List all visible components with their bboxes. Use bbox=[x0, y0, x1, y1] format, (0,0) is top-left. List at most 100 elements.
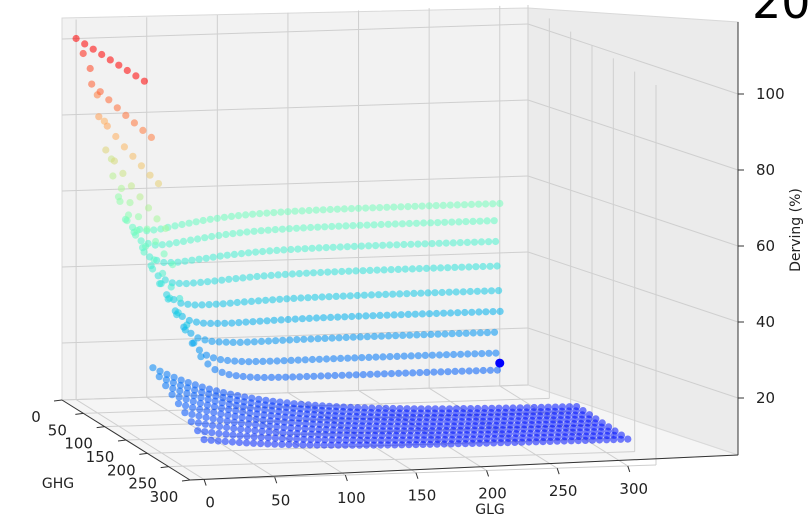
data-point bbox=[230, 418, 238, 426]
data-point bbox=[201, 420, 209, 428]
data-point bbox=[392, 332, 400, 340]
data-point bbox=[348, 312, 356, 321]
data-point bbox=[224, 411, 232, 419]
data-point bbox=[194, 334, 202, 342]
data-point bbox=[176, 381, 185, 389]
data-point bbox=[225, 405, 233, 414]
data-point bbox=[391, 220, 399, 228]
data-point bbox=[223, 251, 231, 259]
data-point bbox=[352, 371, 360, 379]
data-point bbox=[495, 287, 503, 295]
data-point bbox=[328, 436, 336, 444]
data-point bbox=[416, 369, 424, 377]
data-point bbox=[412, 441, 420, 449]
data-point bbox=[113, 104, 121, 112]
data-point bbox=[293, 435, 301, 443]
z-gridline-side bbox=[527, 23, 739, 95]
data-point bbox=[106, 56, 114, 64]
data-point bbox=[211, 366, 219, 374]
data-point bbox=[224, 356, 232, 365]
data-point bbox=[490, 439, 498, 447]
data-point bbox=[208, 429, 216, 437]
data-point bbox=[227, 212, 236, 220]
data-point bbox=[459, 288, 467, 296]
data-point bbox=[221, 319, 229, 327]
data-point bbox=[337, 354, 345, 362]
data-point bbox=[285, 435, 294, 443]
data-point bbox=[150, 226, 158, 234]
data-point bbox=[432, 309, 441, 318]
data-point bbox=[169, 384, 177, 393]
data-point bbox=[428, 240, 436, 248]
data-point bbox=[294, 356, 302, 364]
data-point bbox=[391, 441, 399, 449]
data-point bbox=[390, 311, 398, 319]
data-point bbox=[471, 350, 479, 358]
data-point bbox=[398, 441, 406, 449]
data-point bbox=[270, 209, 278, 217]
data-point bbox=[328, 334, 336, 342]
data-point bbox=[250, 433, 258, 441]
data-point bbox=[79, 49, 87, 58]
data-point bbox=[292, 224, 301, 232]
data-point bbox=[344, 354, 352, 362]
data-point bbox=[379, 353, 387, 361]
data-point bbox=[88, 80, 96, 88]
data-point bbox=[442, 239, 450, 247]
data-point bbox=[329, 243, 337, 251]
data-point bbox=[201, 428, 209, 436]
data-point bbox=[372, 353, 380, 361]
data-point bbox=[539, 438, 547, 446]
data-point bbox=[450, 350, 458, 359]
data-point bbox=[298, 207, 306, 215]
data-point bbox=[287, 245, 295, 254]
data-point bbox=[492, 349, 500, 357]
data-point bbox=[198, 301, 206, 309]
data-point bbox=[283, 295, 291, 303]
data-point bbox=[258, 427, 266, 435]
data-point bbox=[452, 288, 460, 296]
data-point bbox=[342, 333, 350, 342]
y-tick-label: 250 bbox=[128, 475, 157, 493]
data-point bbox=[567, 437, 575, 445]
data-point bbox=[397, 203, 405, 211]
data-point bbox=[315, 355, 323, 363]
data-point bbox=[256, 317, 264, 325]
data-point bbox=[301, 356, 309, 364]
x-tick-mark bbox=[274, 477, 278, 484]
data-point bbox=[307, 430, 315, 438]
data-point bbox=[254, 297, 263, 305]
data-point bbox=[451, 367, 459, 375]
data-point bbox=[160, 250, 168, 258]
data-point bbox=[321, 223, 329, 231]
data-point bbox=[127, 182, 135, 190]
data-point bbox=[441, 330, 449, 338]
data-point bbox=[434, 330, 442, 338]
y-tick-label: 100 bbox=[64, 435, 93, 453]
data-point bbox=[438, 288, 446, 297]
data-point bbox=[273, 423, 281, 431]
data-point bbox=[238, 357, 246, 366]
data-point bbox=[225, 371, 233, 379]
data-point bbox=[423, 368, 431, 376]
data-point bbox=[370, 441, 378, 449]
data-point bbox=[475, 200, 483, 208]
data-point bbox=[287, 356, 295, 364]
data-point bbox=[158, 241, 166, 249]
data-point bbox=[257, 337, 266, 345]
data-point bbox=[455, 218, 463, 226]
data-point bbox=[237, 250, 246, 258]
data-point bbox=[202, 351, 211, 359]
data-point bbox=[419, 440, 427, 448]
data-point bbox=[183, 389, 191, 397]
data-point bbox=[603, 436, 611, 444]
data-point bbox=[260, 373, 268, 382]
data-point bbox=[314, 436, 322, 444]
data-point bbox=[299, 224, 308, 232]
data-point bbox=[366, 266, 374, 274]
data-point bbox=[239, 372, 247, 381]
data-point bbox=[421, 240, 429, 248]
data-point bbox=[487, 287, 496, 295]
data-point bbox=[130, 119, 138, 127]
